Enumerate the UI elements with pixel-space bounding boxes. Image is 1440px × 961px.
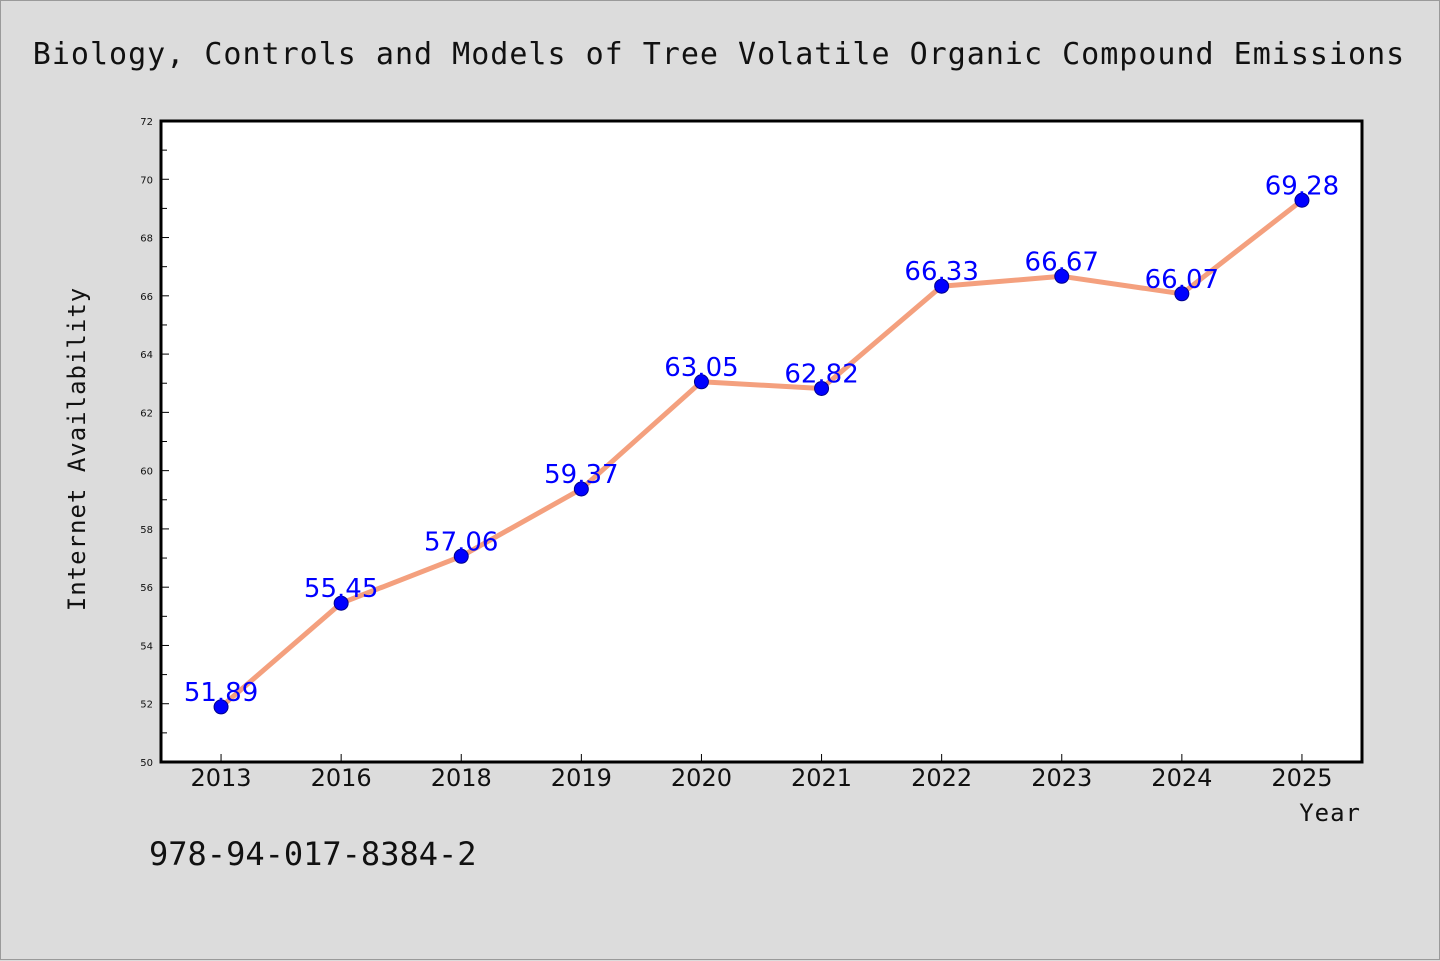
x-tick-label: 2022 [911,764,972,792]
data-point [1054,268,1070,284]
data-label: 63.05 [664,353,738,383]
x-axis-title: Year [1299,799,1361,827]
y-tick-label: 60 [140,467,153,478]
data-markers [213,192,1310,715]
y-tick-label: 62 [140,408,153,419]
x-tick-label: 2023 [1031,764,1092,792]
x-tick-label: 2019 [551,764,612,792]
data-point [453,548,469,564]
y-tick-label: 64 [140,350,153,361]
y-tick-label: 50 [140,758,153,769]
data-point [693,374,709,390]
x-tick-label: 2016 [311,764,372,792]
data-point [1294,192,1310,208]
x-tick-label: 2020 [671,764,732,792]
data-point [213,699,229,715]
data-label: 57.06 [424,527,498,557]
plot-area [159,119,1364,764]
data-point [934,278,950,294]
data-label: 59.37 [544,460,618,490]
data-label: 62.82 [784,359,858,389]
data-labels: 51.89 55.45 57.06 59.37 63.05 62.82 66.33 66.67… [184,171,1339,708]
isbn-label: 978-94-017-8384-2 [149,835,477,873]
y-tick-label: 52 [140,700,153,711]
data-label: 69.28 [1265,171,1339,201]
data-label: 66.07 [1145,265,1219,295]
x-tick-label: 2018 [431,764,492,792]
y-tick-label: 68 [140,234,153,245]
x-tick-label: 2013 [191,764,252,792]
y-tick-label: 56 [140,583,153,594]
series-line [219,198,1304,709]
data-label: 66.33 [904,257,978,287]
x-tick-label: 2024 [1151,764,1212,792]
y-tick-label: 54 [140,641,153,652]
y-tick-label: 72 [140,117,153,128]
x-tick-label: 2025 [1271,764,1332,792]
y-tick-label: 58 [140,525,153,536]
y-tick-label: 66 [140,292,153,303]
data-label: 55.45 [304,574,378,604]
y-axis-title: Internet Availability [63,287,91,611]
data-label: 51.89 [184,678,258,708]
data-point [1174,286,1190,302]
y-tick-label: 70 [140,175,153,186]
chart-title: Biology, Controls and Models of Tree Vol… [33,37,1405,72]
data-point [814,380,830,396]
y-axis-ticks: 50 52 54 56 58 60 62 64 66 68 70 72 [140,117,169,769]
data-point [333,595,349,611]
x-axis-ticks: 2013 2016 2018 2019 2020 2021 2022 2023 2024 2025 [191,754,1332,792]
data-label: 66.67 [1025,247,1099,277]
data-point [573,481,589,497]
x-tick-label: 2021 [791,764,852,792]
